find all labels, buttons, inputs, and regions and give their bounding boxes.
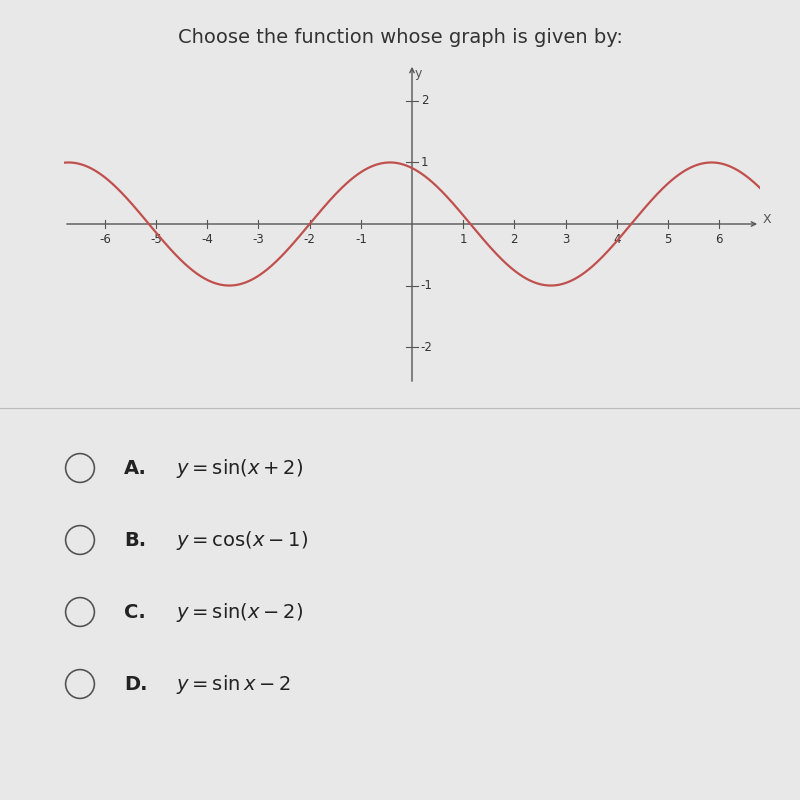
Text: $y = \cos(x - 1)$: $y = \cos(x - 1)$ (176, 529, 308, 551)
Text: -6: -6 (99, 234, 111, 246)
Text: A.: A. (124, 458, 147, 478)
Text: 2: 2 (421, 94, 428, 107)
Text: 2: 2 (510, 234, 518, 246)
Text: -2: -2 (421, 341, 433, 354)
Text: 1: 1 (459, 234, 467, 246)
Text: -5: -5 (150, 234, 162, 246)
Text: -1: -1 (355, 234, 366, 246)
Text: $y = \sin(x + 2)$: $y = \sin(x + 2)$ (176, 457, 303, 479)
Text: -3: -3 (253, 234, 264, 246)
Text: $y = \sin x - 2$: $y = \sin x - 2$ (176, 673, 291, 695)
Text: -1: -1 (421, 279, 433, 292)
Text: -2: -2 (304, 234, 315, 246)
Text: 5: 5 (664, 234, 671, 246)
Text: Choose the function whose graph is given by:: Choose the function whose graph is given… (178, 28, 622, 47)
Text: 3: 3 (562, 234, 570, 246)
Text: X: X (762, 213, 771, 226)
Text: -4: -4 (202, 234, 214, 246)
Text: B.: B. (124, 530, 146, 550)
Text: y: y (414, 67, 422, 80)
Text: 4: 4 (613, 234, 621, 246)
Text: $y = \sin(x - 2)$: $y = \sin(x - 2)$ (176, 601, 303, 623)
Text: 6: 6 (715, 234, 723, 246)
Text: C.: C. (124, 602, 146, 622)
Text: D.: D. (124, 674, 147, 694)
Text: 1: 1 (421, 156, 428, 169)
